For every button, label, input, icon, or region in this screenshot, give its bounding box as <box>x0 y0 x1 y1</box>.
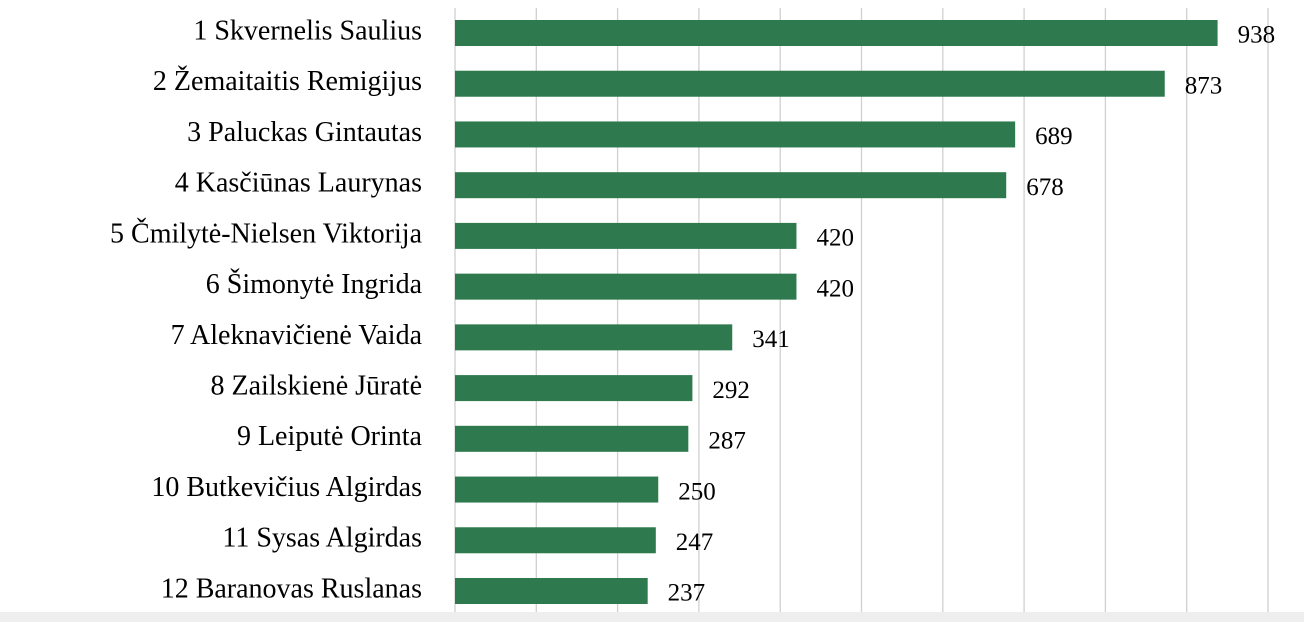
category-label: 6 Šimonytė Ingrida <box>206 269 423 300</box>
value-label: 247 <box>676 529 714 556</box>
value-label: 678 <box>1026 174 1064 201</box>
bottom-band <box>0 612 1304 622</box>
category-label: 1 Skvernelis Saulius <box>193 15 422 46</box>
bar <box>455 425 689 452</box>
category-label: 8 Zailskienė Jūratė <box>211 371 422 402</box>
bar <box>455 121 1016 148</box>
value-label: 287 <box>708 428 746 455</box>
value-label: 938 <box>1238 22 1276 49</box>
value-label: 420 <box>816 275 854 302</box>
bar <box>455 273 797 300</box>
category-label: 12 Baranovas Ruslanas <box>161 573 422 604</box>
bar <box>455 172 1007 199</box>
category-label: 3 Paluckas Gintautas <box>187 117 422 148</box>
bar <box>455 527 656 554</box>
bar <box>455 70 1165 97</box>
category-label: 2 Žemaitaitis Remigijus <box>153 66 422 97</box>
category-label: 4 Kasčiūnas Laurynas <box>175 168 422 199</box>
category-label: 9 Leiputė Orinta <box>237 421 423 452</box>
category-label: 5 Čmilytė-Nielsen Viktorija <box>110 218 423 249</box>
bar <box>455 222 797 249</box>
bar <box>455 375 693 402</box>
bar <box>455 476 659 503</box>
value-label: 873 <box>1185 72 1223 99</box>
bar <box>455 324 733 351</box>
bar <box>455 20 1218 46</box>
value-label: 292 <box>712 377 750 404</box>
category-label: 10 Butkevičius Algirdas <box>151 472 422 503</box>
value-label: 341 <box>752 326 790 353</box>
category-label: 11 Sysas Algirdas <box>222 523 422 554</box>
value-label: 689 <box>1035 123 1073 150</box>
value-label: 420 <box>816 225 854 252</box>
bar <box>455 578 648 604</box>
category-label: 7 Aleknavičienė Vaida <box>171 320 423 351</box>
value-label: 250 <box>678 478 716 505</box>
value-label: 237 <box>668 580 706 607</box>
